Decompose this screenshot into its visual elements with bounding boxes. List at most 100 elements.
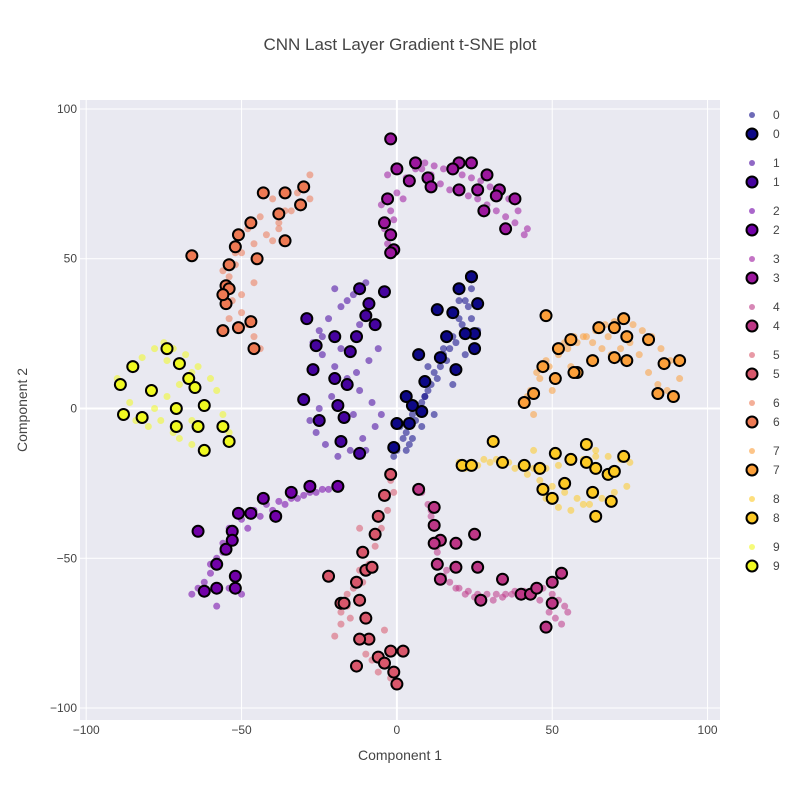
class-3-highlight-point: [477, 204, 491, 218]
class-3-highlight-point: [489, 189, 503, 203]
legend-item[interactable]: 0: [749, 108, 780, 122]
class-4-highlight-point: [539, 620, 553, 634]
class-2-highlight-point: [244, 506, 258, 520]
class-1-highlight-point: [328, 330, 342, 344]
class-6-point: [238, 291, 246, 299]
legend-marker: [749, 160, 755, 166]
legend-item[interactable]: 9: [749, 540, 780, 554]
legend-marker: [749, 352, 755, 358]
legend-label: 0: [773, 127, 780, 141]
class-5-point: [390, 488, 398, 496]
class-4-highlight-point: [471, 560, 485, 574]
legend[interactable]: 0 0 1 1 2 2 3 3 4 4 5 5 6 6 7 7 8 8 9 9: [745, 108, 781, 573]
class-3-highlight-point: [464, 156, 478, 170]
legend-label: 4: [773, 300, 780, 314]
legend-item[interactable]: 8: [745, 511, 781, 525]
legend-item[interactable]: 5: [745, 367, 781, 381]
x-tick-labels: −100 −50 0 50 100: [73, 723, 718, 737]
class-1-point: [356, 387, 364, 395]
class-7-highlight-point: [539, 309, 553, 323]
class-9-highlight-point: [169, 402, 183, 416]
class-7-highlight-point: [527, 387, 541, 401]
class-4-point: [443, 566, 451, 574]
class-7-highlight-point: [617, 312, 631, 326]
class-2-point: [188, 590, 196, 598]
class-8-highlight-point: [589, 509, 603, 523]
class-3-point: [492, 207, 500, 215]
class-8-point: [598, 494, 606, 502]
class-1-highlight-point: [334, 434, 348, 448]
legend-item[interactable]: 3: [749, 252, 780, 266]
legend-item[interactable]: 0: [745, 127, 781, 141]
class-6-point: [250, 333, 258, 341]
legend-item[interactable]: 4: [745, 319, 781, 333]
class-8-highlight-point: [579, 437, 593, 451]
class-7-point: [598, 345, 606, 353]
class-8-point: [579, 500, 587, 508]
legend-item[interactable]: 7: [749, 444, 780, 458]
class-6-highlight-point: [297, 180, 311, 194]
class-5-point: [356, 524, 364, 532]
legend-label: 8: [773, 511, 780, 525]
legend-item[interactable]: 7: [745, 463, 781, 477]
legend-item[interactable]: 6: [749, 396, 780, 410]
legend-item[interactable]: 4: [749, 300, 780, 314]
legend-marker: [749, 112, 755, 118]
class-1-point: [312, 428, 320, 436]
legend-item[interactable]: 2: [749, 204, 780, 218]
class-8-point: [623, 482, 631, 490]
class-0-highlight-point: [415, 404, 429, 418]
class-9-point: [126, 399, 134, 407]
class-8-point: [586, 500, 594, 508]
class-3-point: [511, 219, 519, 227]
class-6-highlight-point: [222, 258, 236, 272]
class-7-highlight-point: [607, 351, 621, 365]
class-2-point: [206, 569, 214, 577]
legend-item[interactable]: 8: [749, 492, 780, 506]
class-1-point: [315, 327, 323, 335]
class-5-highlight-point: [350, 659, 364, 673]
class-7-highlight-point: [567, 366, 581, 380]
legend-marker: [745, 319, 759, 333]
class-4-point: [499, 593, 507, 601]
legend-marker: [745, 463, 759, 477]
legend-item[interactable]: 3: [745, 271, 781, 285]
legend-item[interactable]: 6: [745, 415, 781, 429]
class-1-point: [325, 315, 333, 323]
class-1-highlight-point: [306, 363, 320, 377]
class-8-point: [610, 488, 618, 496]
legend-item[interactable]: 1: [749, 156, 780, 170]
class-0-highlight-point: [387, 440, 401, 454]
class-2-highlight-point: [269, 509, 283, 523]
legend-label: 7: [773, 463, 780, 477]
class-9-highlight-point: [169, 419, 183, 433]
legend-item[interactable]: 2: [745, 223, 781, 237]
class-1-point: [306, 416, 314, 424]
legend-marker: [745, 271, 759, 285]
class-2-highlight-point: [219, 542, 233, 556]
legend-item[interactable]: 5: [749, 348, 780, 362]
class-4-point: [492, 590, 500, 598]
class-4-highlight-point: [449, 536, 463, 550]
class-9-highlight-point: [172, 357, 186, 371]
legend-marker: [745, 559, 759, 573]
class-1-highlight-point: [353, 446, 367, 460]
class-5-highlight-point: [353, 593, 367, 607]
x-axis-label: Component 1: [358, 747, 442, 763]
class-8-point: [567, 506, 575, 514]
class-9-highlight-point: [191, 419, 205, 433]
class-6-point: [287, 207, 295, 215]
class-4-point: [446, 578, 454, 586]
y-tick-label: −100: [50, 701, 77, 715]
class-7-highlight-point: [517, 396, 531, 410]
class-1-point: [343, 297, 351, 305]
legend-item[interactable]: 9: [745, 559, 781, 573]
class-1-point: [374, 345, 382, 353]
class-6-highlight-point: [278, 186, 292, 200]
class-0-point: [455, 297, 463, 305]
class-5-point: [337, 608, 345, 616]
x-tick-label: 0: [394, 723, 401, 737]
class-7-point: [564, 345, 572, 353]
class-1-point: [365, 357, 373, 365]
legend-item[interactable]: 1: [745, 175, 781, 189]
